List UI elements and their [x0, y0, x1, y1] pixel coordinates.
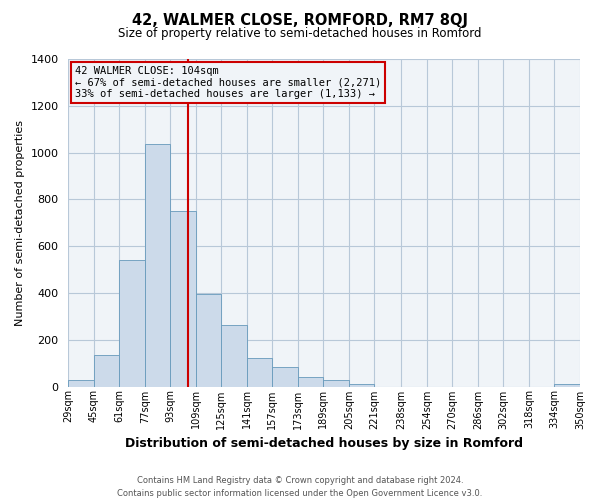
Bar — [145, 144, 170, 386]
Bar — [272, 366, 298, 386]
Y-axis label: Number of semi-detached properties: Number of semi-detached properties — [15, 120, 25, 326]
Text: 42, WALMER CLOSE, ROMFORD, RM7 8QJ: 42, WALMER CLOSE, ROMFORD, RM7 8QJ — [132, 12, 468, 28]
Bar — [247, 358, 272, 386]
Text: Size of property relative to semi-detached houses in Romford: Size of property relative to semi-detach… — [118, 28, 482, 40]
Bar — [298, 377, 323, 386]
Bar — [119, 260, 145, 386]
Bar — [221, 324, 247, 386]
Bar — [68, 380, 94, 386]
Bar — [323, 380, 349, 386]
Text: 42 WALMER CLOSE: 104sqm
← 67% of semi-detached houses are smaller (2,271)
33% of: 42 WALMER CLOSE: 104sqm ← 67% of semi-de… — [75, 66, 381, 99]
Bar — [170, 211, 196, 386]
X-axis label: Distribution of semi-detached houses by size in Romford: Distribution of semi-detached houses by … — [125, 437, 523, 450]
Bar — [349, 384, 374, 386]
Bar — [554, 384, 580, 386]
Bar — [196, 294, 221, 386]
Bar — [94, 355, 119, 386]
Text: Contains HM Land Registry data © Crown copyright and database right 2024.
Contai: Contains HM Land Registry data © Crown c… — [118, 476, 482, 498]
